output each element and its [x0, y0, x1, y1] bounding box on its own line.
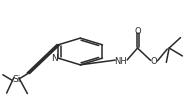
Text: Si: Si — [12, 75, 20, 84]
Text: O: O — [151, 57, 157, 66]
Text: O: O — [135, 27, 141, 36]
Text: N: N — [51, 54, 57, 63]
Text: NH: NH — [115, 57, 127, 66]
